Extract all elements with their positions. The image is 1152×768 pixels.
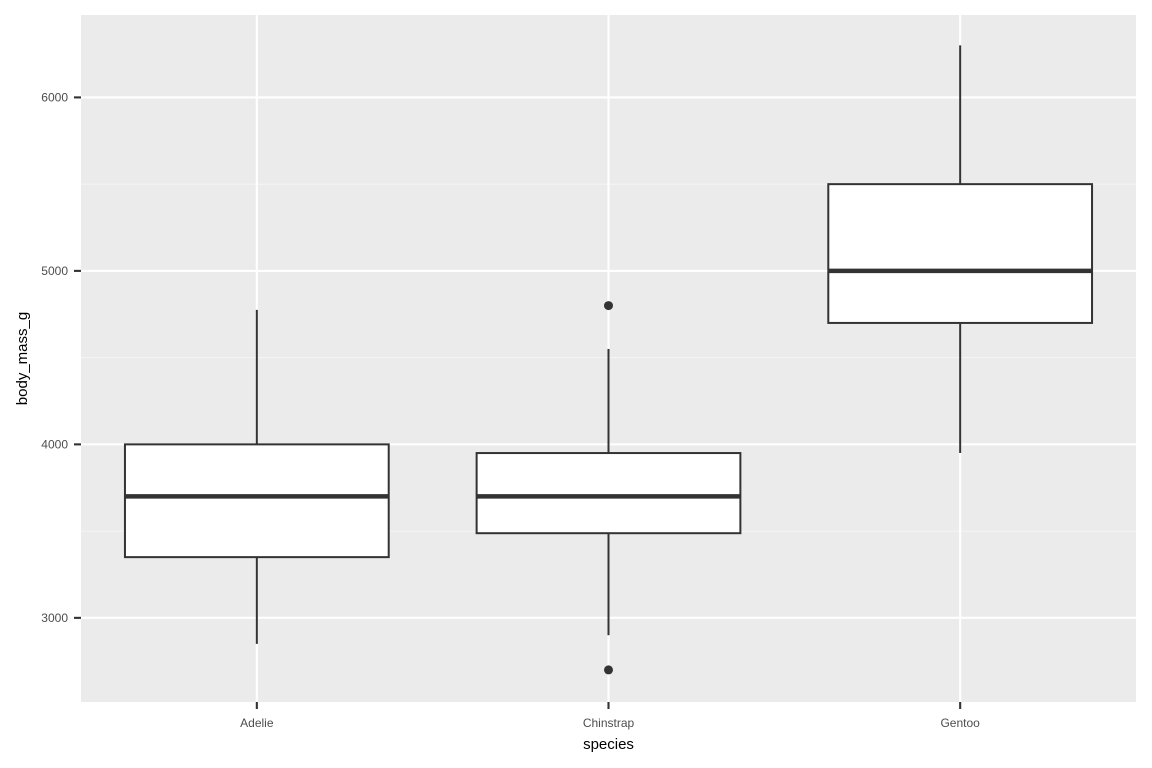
box-iqr	[475, 452, 742, 535]
y-tick-label: 6000	[41, 90, 68, 104]
x-axis: Adelie Chinstrap Gentoo	[240, 702, 980, 730]
box-adelie	[123, 309, 390, 644]
box-chinstrap	[475, 301, 742, 675]
y-tick-label: 4000	[41, 437, 68, 451]
box-iqr	[123, 443, 390, 559]
y-tick-label: 3000	[41, 611, 68, 625]
outlier-point	[604, 665, 613, 675]
box-gentoo	[827, 45, 1094, 454]
y-axis: 3000 4000 5000 6000	[41, 90, 81, 625]
y-tick-label: 5000	[41, 264, 68, 278]
box-series	[123, 45, 1094, 675]
y-axis-title: body_mass_g	[14, 312, 31, 405]
x-tick-label: Chinstrap	[583, 716, 635, 730]
box-iqr	[827, 183, 1094, 324]
x-tick-label: Adelie	[240, 716, 274, 730]
x-tick-label: Gentoo	[940, 716, 980, 730]
x-axis-title: species	[583, 736, 634, 753]
outlier-point	[604, 301, 613, 311]
